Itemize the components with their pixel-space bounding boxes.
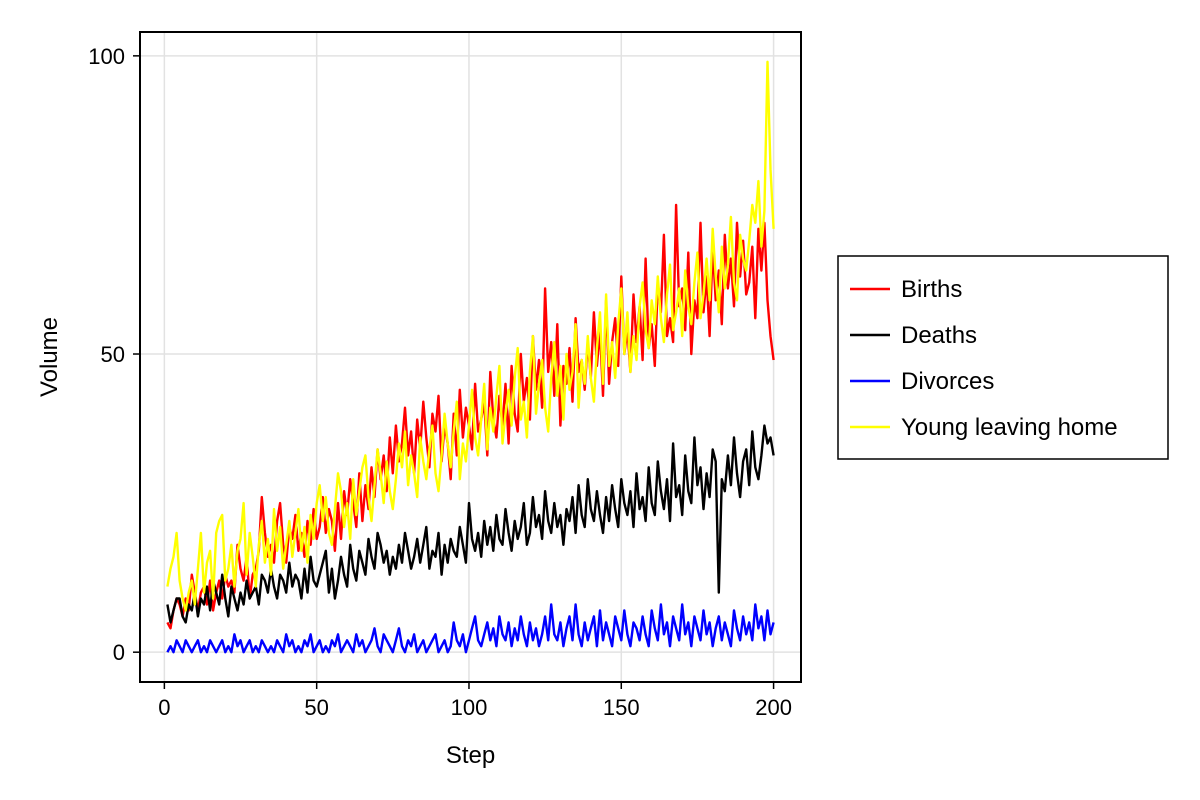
legend-label: Deaths xyxy=(901,322,977,349)
series-line-deaths xyxy=(166,424,775,624)
axis-ticks: 0 50 100 150 200 0 50 100 xyxy=(88,44,792,720)
x-axis-label: Step xyxy=(446,742,495,769)
y-tick-label: 100 xyxy=(88,44,125,69)
x-tick-label: 100 xyxy=(451,695,488,720)
y-axis-label: Volume xyxy=(36,317,63,397)
y-tick-label: 0 xyxy=(113,640,125,665)
legend: Births Deaths Divorces Young leaving home xyxy=(837,255,1169,460)
series-line-young-leaving-home xyxy=(166,60,775,612)
legend-box xyxy=(837,255,1169,460)
series-line-divorces xyxy=(166,603,775,654)
x-tick-label: 150 xyxy=(603,695,640,720)
grid xyxy=(140,32,801,682)
y-tick-label: 50 xyxy=(101,342,125,367)
legend-label: Young leaving home xyxy=(901,414,1118,441)
x-tick-label: 200 xyxy=(755,695,792,720)
legend-label: Divorces xyxy=(901,368,994,395)
legend-label: Births xyxy=(901,276,962,303)
plot-frame xyxy=(139,31,802,683)
x-tick-label: 0 xyxy=(158,695,170,720)
series-lines xyxy=(166,60,775,654)
x-tick-label: 50 xyxy=(304,695,328,720)
